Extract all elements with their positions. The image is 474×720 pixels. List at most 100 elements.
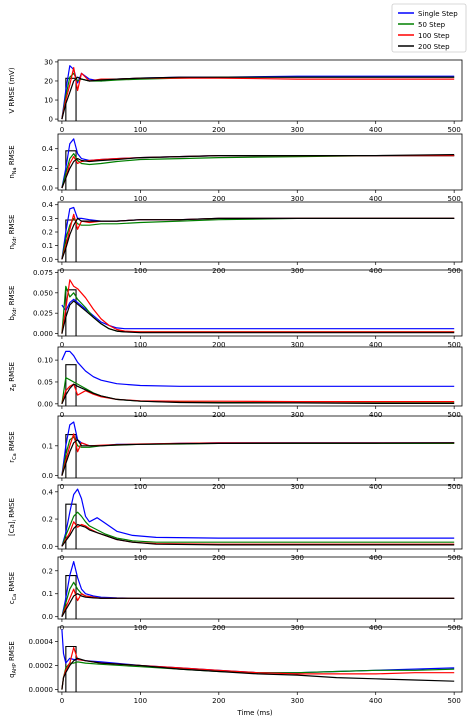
- x-tick-label: 500: [447, 341, 460, 349]
- legend-label-50-step: 50 Step: [418, 21, 446, 29]
- series-line-200-step: [61, 657, 455, 690]
- y-axis-label: nNa RMSE: [8, 145, 18, 178]
- series-line-single-step: [61, 138, 455, 189]
- x-tick-label: 200: [212, 195, 225, 203]
- x-tick-label: 100: [134, 195, 147, 203]
- x-axis-label: Time (ms): [236, 709, 273, 717]
- x-tick-label: 500: [447, 697, 460, 705]
- y-tick-label: 0.0: [42, 185, 53, 193]
- y-axis-label: qAHP RMSE: [8, 641, 18, 678]
- x-tick-label: 300: [291, 697, 304, 705]
- y-tick-label: 0.0: [42, 472, 53, 480]
- x-tick-label: 300: [291, 126, 304, 134]
- y-tick-label: 0.025: [33, 310, 53, 318]
- x-tick-label: 400: [369, 341, 382, 349]
- x-tick-label: 100: [134, 411, 147, 419]
- x-tick-label: 0: [60, 697, 64, 705]
- x-tick-label: 100: [134, 483, 147, 491]
- series-line-200-step: [61, 76, 455, 120]
- x-tick-label: 400: [369, 126, 382, 134]
- y-tick-label: 0.0: [42, 256, 53, 264]
- series-line-single-step: [61, 298, 455, 330]
- x-tick-label: 500: [447, 624, 460, 632]
- y-tick-label: 0.0000: [29, 686, 54, 694]
- x-tick-label: 400: [369, 195, 382, 203]
- y-tick-label: 0: [49, 116, 53, 124]
- y-tick-label: 0.1: [42, 590, 53, 598]
- x-tick-label: 300: [291, 341, 304, 349]
- legend-label-single-step: Single Step: [418, 10, 458, 18]
- panel-3: 0.000 0.025 0.050 0.075 0 100 200 300 400 500 bKdr…: [8, 269, 463, 349]
- y-tick-label: 0.10: [37, 357, 53, 365]
- panel-frame: [57, 484, 463, 550]
- y-axis-label: rCa RMSE: [8, 431, 18, 462]
- panel-frame: [57, 59, 463, 122]
- x-tick-label: 100: [134, 624, 147, 632]
- y-tick-label: 0.4: [42, 201, 54, 209]
- series-line-50-step: [61, 285, 455, 334]
- y-tick-label: 20: [44, 77, 53, 85]
- y-tick-label: 30: [44, 58, 53, 66]
- legend: Single Step 50 Step 100 Step 200 Step: [391, 3, 467, 53]
- x-tick-label: 0: [60, 411, 64, 419]
- series-line-single-step: [61, 421, 455, 476]
- series-line-50-step: [61, 511, 455, 547]
- x-tick-label: 500: [447, 483, 460, 491]
- x-tick-label: 100: [134, 554, 147, 562]
- y-tick-label: 0.0: [42, 543, 53, 551]
- y-tick-label: 0.075: [33, 269, 53, 277]
- y-tick-label: 0.0002: [29, 662, 54, 670]
- series-line-200-step: [61, 217, 455, 260]
- series-line-200-step: [61, 300, 455, 334]
- y-tick-label: 0.2: [42, 165, 53, 173]
- x-tick-label: 0: [60, 341, 64, 349]
- y-axis-label: cCa RMSE: [8, 572, 18, 604]
- series-line-single-step: [61, 65, 455, 120]
- y-tick-label: 0.4: [42, 145, 54, 153]
- y-axis-label: bKdr RMSE: [8, 286, 18, 321]
- y-tick-label: 0.1: [42, 242, 53, 250]
- y-tick-label: 0.000: [33, 330, 53, 338]
- x-tick-label: 500: [447, 411, 460, 419]
- y-tick-label: 0.0004: [29, 638, 54, 646]
- series-line-100-step: [61, 383, 455, 404]
- series-line-50-step: [61, 72, 455, 120]
- x-tick-label: 400: [369, 624, 382, 632]
- series-line-50-step: [61, 217, 455, 260]
- panel-2: 0.0 0.1 0.2 0.3 0.4 0 100 200 300 400 500 nKdr RMSE: [8, 201, 463, 275]
- series-line-200-step: [61, 523, 455, 547]
- series-line-50-step: [61, 661, 455, 690]
- x-tick-label: 200: [212, 697, 225, 705]
- y-tick-label: 0.3: [42, 215, 53, 223]
- y-tick-label: 0.2: [42, 229, 53, 237]
- series-line-single-step: [61, 560, 455, 617]
- x-tick-label: 300: [291, 624, 304, 632]
- series-line-200-step: [61, 593, 455, 617]
- series-line-50-step: [61, 581, 455, 617]
- x-tick-label: 300: [291, 483, 304, 491]
- panel-7: 0.0 0.1 0.2 0 100 200 300 400 500 cCa RMSE: [8, 556, 463, 632]
- y-axis-label: V RMSE (mV): [8, 67, 16, 113]
- x-tick-label: 0: [60, 624, 64, 632]
- panel-5: 0.0 0.1 0 100 200 300 400 500 rCa RMSE: [8, 415, 463, 491]
- legend-label-100-step: 100 Step: [418, 32, 450, 40]
- x-tick-label: 300: [291, 195, 304, 203]
- x-tick-label: 0: [60, 126, 64, 134]
- series-line-single-step: [61, 629, 455, 674]
- series-line-200-step: [61, 154, 455, 189]
- x-tick-label: 0: [60, 554, 64, 562]
- y-tick-label: 0.050: [33, 289, 53, 297]
- x-tick-label: 400: [369, 697, 382, 705]
- panel-1: 0.0 0.2 0.4 0 100 200 300 400 500 nNa RMSE: [8, 133, 463, 203]
- panel-frame: [57, 201, 463, 263]
- x-tick-label: 400: [369, 411, 382, 419]
- x-tick-label: 100: [134, 341, 147, 349]
- x-tick-label: 100: [134, 126, 147, 134]
- y-tick-label: 0.4: [42, 488, 54, 496]
- series-line-single-step: [61, 350, 455, 387]
- y-tick-label: 10: [44, 97, 53, 105]
- panel-frame: [57, 346, 463, 407]
